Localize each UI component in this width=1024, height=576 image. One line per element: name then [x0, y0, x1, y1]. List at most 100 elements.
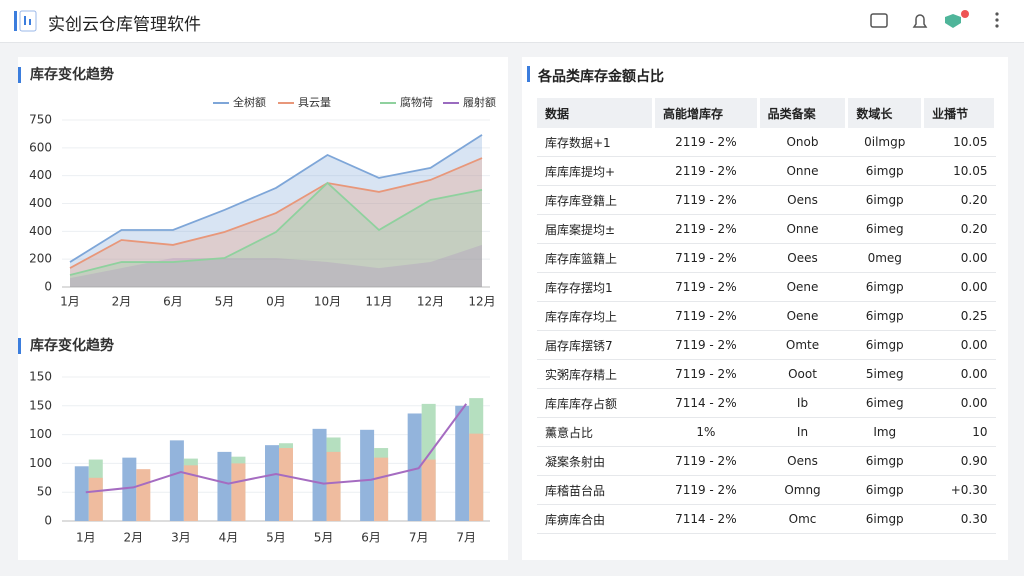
table-cell: 0.00 — [922, 243, 996, 273]
table-cell: 6imgp — [846, 272, 923, 302]
x-tick-label: 5月 — [266, 531, 286, 545]
y-tick-label: 0 — [44, 280, 52, 294]
legend-label: 全树额 — [233, 95, 266, 109]
table-cell: 2119 - 2% — [653, 156, 759, 186]
table-cell: 7119 - 2% — [653, 272, 759, 302]
table-row: 库存存摆均1 7119 - 2% Oene 6imgp 0.00 — [537, 272, 996, 302]
x-tick-label: 7月 — [456, 531, 476, 545]
table-cell: 0.00 — [922, 359, 996, 389]
table-cell: 7119 - 2% — [653, 359, 759, 389]
y-tick-label: 400 — [29, 196, 52, 210]
title-bar — [18, 67, 21, 83]
table-cell: 实粥库存精上 — [537, 359, 654, 389]
table-cell: 库痹库合由 — [537, 504, 654, 534]
table-cell: 薰意占比 — [537, 417, 654, 447]
y-tick-label: 150 — [29, 370, 52, 384]
table-cell: Ooot — [758, 359, 847, 389]
table-cell: 0.00 — [922, 330, 996, 360]
table-row: 实粥库存精上 7119 - 2% Ooot 5imeg 0.00 — [537, 359, 996, 389]
table-cell: Onob — [758, 128, 847, 157]
y-tick-label: 50 — [37, 485, 52, 499]
table-cell: 10 — [922, 417, 996, 447]
table-cell: 7119 - 2% — [653, 185, 759, 215]
table-cell: 6imgp — [846, 185, 923, 215]
bar — [265, 445, 279, 521]
y-tick-label: 0 — [44, 514, 52, 528]
table-cell: Oens — [758, 185, 847, 215]
table-cell: 7119 - 2% — [653, 301, 759, 331]
bar — [122, 457, 137, 521]
title-bar — [18, 338, 21, 354]
table-cell: 6imgp — [846, 156, 923, 186]
legend-label: 具云量 — [298, 96, 331, 109]
line — [85, 403, 468, 494]
table-cell: 1% — [653, 417, 759, 447]
table-row: 库存库存均上 7119 - 2% Oene 6imgp 0.25 — [537, 301, 996, 331]
line — [69, 157, 483, 269]
y-tick-label: 100 — [29, 456, 52, 470]
bar — [217, 451, 232, 521]
table-cell: Oens — [758, 446, 847, 476]
table-cell: 6imgp — [846, 330, 923, 360]
table-row: 库库库提均+ 2119 - 2% Onne 6imgp 10.05 — [537, 156, 996, 186]
table-cell: 7114 - 2% — [653, 504, 759, 534]
table-cell: 库存库存均上 — [537, 301, 654, 331]
table-cell: 7114 - 2% — [653, 388, 759, 418]
table-cell: Omc — [758, 504, 847, 534]
y-tick-label: 100 — [29, 427, 52, 441]
bar — [455, 405, 470, 521]
table-cell: 届库案提均± — [537, 214, 654, 244]
x-tick-label: 12月 — [417, 295, 444, 309]
chart-title: 库存变化趋势 — [30, 66, 114, 83]
table-row: 薰意占比 1% In Img 10 — [537, 417, 996, 447]
y-tick-label: 600 — [29, 140, 52, 154]
table-cell: 库存存摆均1 — [537, 272, 654, 302]
table-cell: 7119 - 2% — [653, 330, 759, 360]
x-tick-label: 6月 — [361, 531, 381, 545]
y-tick-label: 200 — [29, 252, 52, 266]
bar — [326, 451, 341, 521]
line — [69, 134, 483, 263]
table-cell: Onne — [758, 214, 847, 244]
table-cell: 库库库提均+ — [537, 156, 654, 186]
table-cell: Omte — [758, 330, 847, 360]
table-cell: 2119 - 2% — [653, 128, 759, 157]
column-header: 品类备案 — [758, 98, 849, 128]
table-row: 届库案提均± 2119 - 2% Onne 6imeg 0.20 — [537, 214, 996, 244]
table-cell: Onne — [758, 156, 847, 186]
chart-title: 库存变化趋势 — [30, 337, 114, 354]
table-cell: 7119 - 2% — [653, 446, 759, 476]
table-cell: 库稽苗台品 — [537, 475, 654, 505]
bar — [469, 433, 484, 521]
bar — [360, 429, 375, 521]
y-tick-label: 750 — [29, 113, 52, 127]
table-cell: 0.90 — [922, 446, 996, 476]
table-cell: Oees — [758, 243, 847, 273]
table-row: 凝案条射由 7119 - 2% Oens 6imgp 0.90 — [537, 446, 996, 476]
table-title: 各品类库存金额占比 — [538, 69, 664, 85]
table-cell: 0.25 — [922, 301, 996, 331]
x-tick-label: 2月 — [124, 531, 144, 545]
bar — [374, 457, 389, 521]
column-header: 数域长 — [846, 98, 925, 128]
table-cell: 10.05 — [922, 156, 996, 186]
bar — [279, 448, 293, 521]
bar — [169, 440, 184, 521]
y-tick-label: 400 — [29, 224, 52, 238]
x-tick-label: 5月 — [215, 295, 235, 309]
table-cell: 0meg — [846, 243, 923, 273]
bar — [312, 428, 327, 521]
table-row: 库库库存占额 7114 - 2% Ib 6imeg 0.00 — [537, 388, 996, 418]
x-tick-label: 3月 — [171, 531, 191, 545]
table-cell: 2119 - 2% — [653, 214, 759, 244]
area — [70, 244, 482, 287]
table-cell: 0.00 — [922, 272, 996, 302]
x-tick-label: 0月 — [266, 295, 286, 309]
x-tick-label: 5月 — [314, 531, 334, 545]
x-tick-label: 7月 — [409, 531, 429, 545]
table-row: 届存库摆锈7 7119 - 2% Omte 6imgp 0.00 — [537, 330, 996, 360]
table-cell: In — [758, 417, 847, 447]
table-cell: 7119 - 2% — [653, 475, 759, 505]
